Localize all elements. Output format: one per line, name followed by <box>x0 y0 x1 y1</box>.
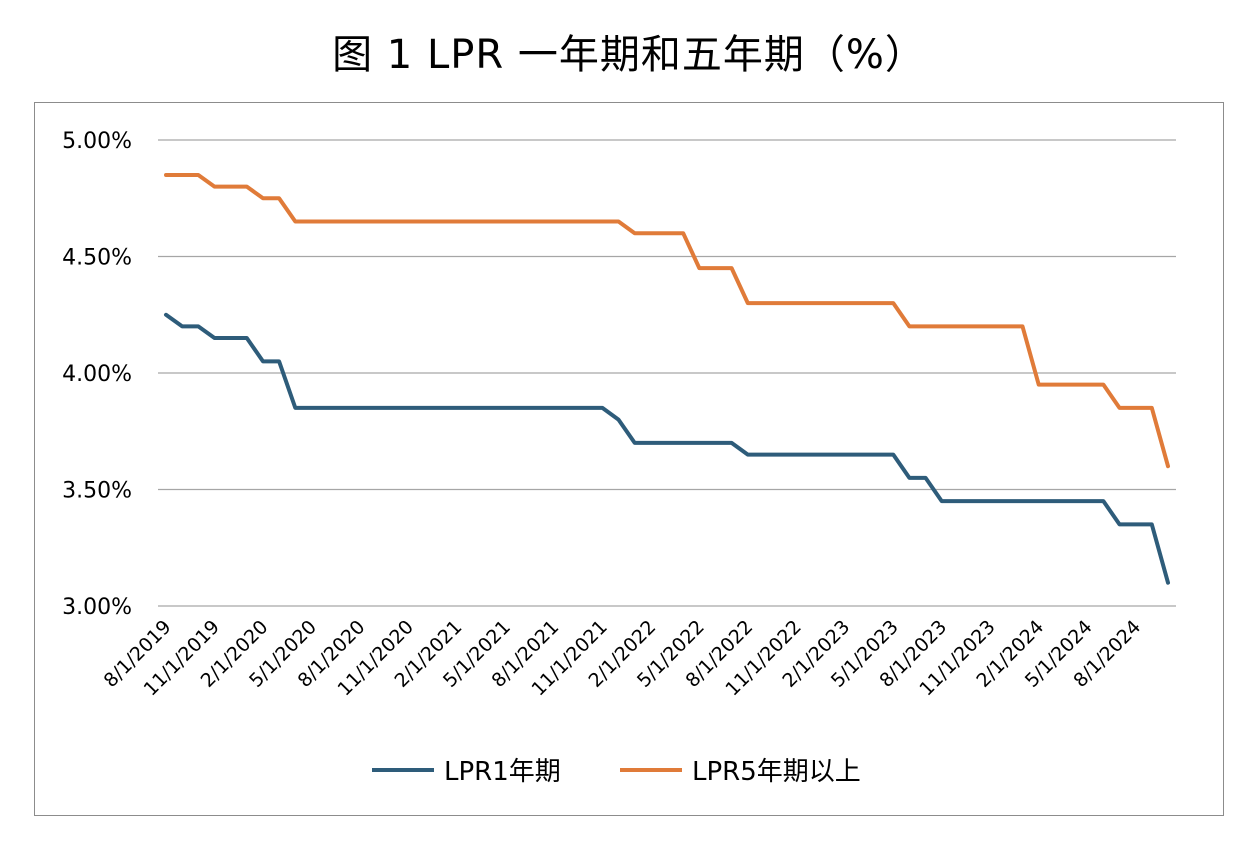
chart-title: 图 1 LPR 一年期和五年期（%） <box>332 32 926 78</box>
chart-frame <box>34 102 1224 816</box>
y-tick-label: 4.50% <box>62 246 132 271</box>
x-axis-ticks: 8/1/201911/1/20192/1/20205/1/20208/1/202… <box>100 616 1146 700</box>
legend: LPR1年期 LPR5年期以上 <box>372 757 861 787</box>
y-tick-label: 4.00% <box>62 362 132 387</box>
series-lines <box>164 173 1170 585</box>
y-axis-ticks: 3.00% 3.50% 4.00% 4.50% 5.00% <box>62 129 132 620</box>
y-tick-label: 3.00% <box>62 595 132 620</box>
legend-label: LPR1年期 <box>444 757 561 787</box>
gridlines <box>158 139 1176 607</box>
legend-label: LPR5年期以上 <box>692 757 861 787</box>
y-tick-label: 3.50% <box>62 479 132 504</box>
series-line-lpr1 <box>164 312 1170 585</box>
series-line-lpr5 <box>164 173 1170 469</box>
y-tick-label: 5.00% <box>62 129 132 154</box>
